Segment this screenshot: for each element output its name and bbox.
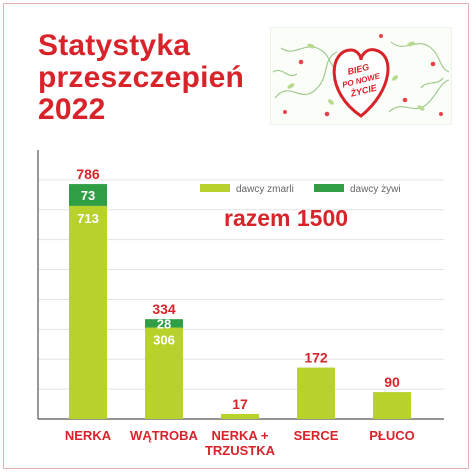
bar-living (145, 319, 183, 328)
legend-swatch-living (314, 184, 344, 192)
bar-deceased (145, 327, 183, 419)
legend-label-living: dawcy żywi (350, 184, 401, 195)
total-value-label: 17 (232, 396, 248, 412)
category-label: SERCE (294, 428, 339, 443)
total-annotation: razem 1500 (224, 205, 348, 231)
title-line-3: 2022 (38, 93, 106, 126)
living-value-label: 28 (157, 316, 171, 331)
bar-living (69, 184, 107, 206)
bar-deceased (69, 205, 107, 419)
floral-heart-logo-icon: BIEG PO NOWE ŻYCIE (272, 34, 450, 118)
title-line-1: Statystyka (38, 29, 191, 62)
bar-deceased (373, 392, 411, 419)
bar-deceased (297, 367, 335, 419)
bieg-po-nowe-zycie-logo: BIEG PO NOWE ŻYCIE (270, 27, 452, 125)
deceased-value-label: 306 (153, 333, 175, 348)
deceased-value-label: 713 (77, 211, 99, 226)
chart-title: Statystyka przeszczepień 2022 (38, 30, 244, 126)
category-label: TRZUSTKA (205, 443, 276, 458)
category-label: NERKA (65, 428, 112, 443)
legend-label-deceased: dawcy zmarli (236, 184, 294, 195)
total-value-label: 786 (76, 166, 100, 182)
living-value-label: 73 (81, 188, 95, 203)
title-line-2: przeszczepień (38, 61, 245, 94)
total-value-label: 334 (152, 301, 176, 317)
bar-deceased (221, 413, 259, 419)
legend-swatch-deceased (200, 184, 230, 192)
total-value-label: 90 (384, 374, 400, 390)
category-label: PŁUCO (369, 428, 415, 443)
category-label: WĄTROBA (130, 428, 198, 443)
total-value-label: 172 (304, 350, 328, 366)
category-label: NERKA + (212, 428, 269, 443)
